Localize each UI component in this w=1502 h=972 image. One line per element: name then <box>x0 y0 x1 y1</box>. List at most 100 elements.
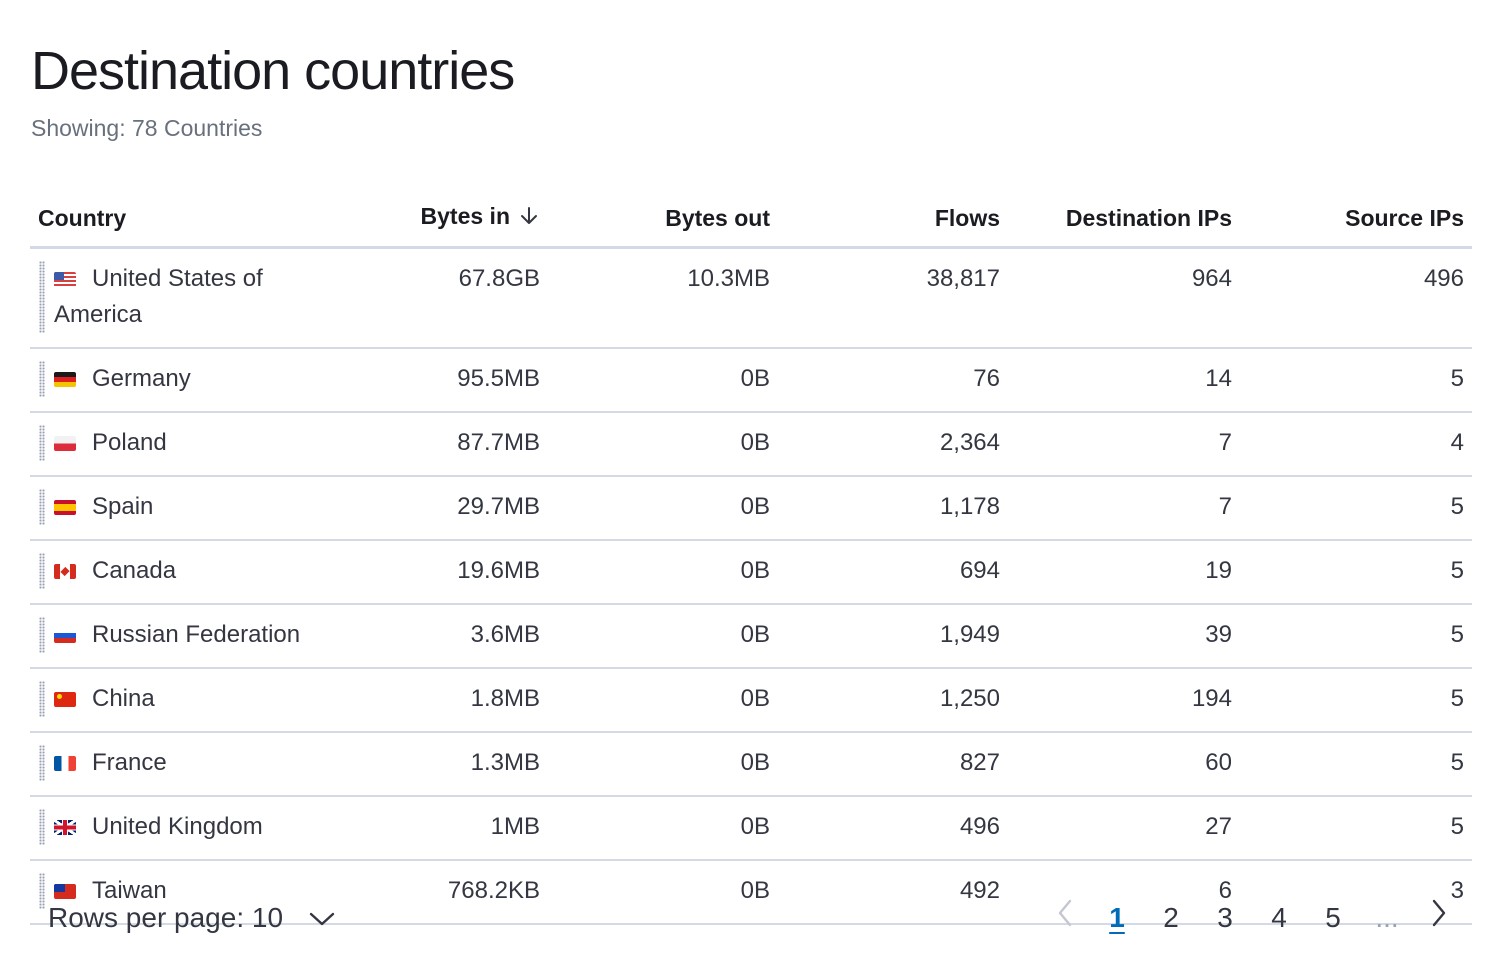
column-header-label: Bytes in <box>420 203 510 229</box>
next-page-button[interactable] <box>1414 898 1464 938</box>
drag-handle-icon[interactable] <box>39 489 45 525</box>
drag-handle-icon[interactable] <box>39 873 45 909</box>
country-link[interactable]: Spain <box>92 493 154 520</box>
sort-descending-icon <box>518 205 540 233</box>
bytes-out-cell: 0B <box>548 796 778 861</box>
rows-per-page-label: Rows per page: 10 <box>48 902 284 933</box>
country-link[interactable]: Poland <box>92 429 167 456</box>
bytes-in-cell: 1.3MB <box>310 732 548 797</box>
drag-handle-icon[interactable] <box>39 361 45 397</box>
table-row: Russian Federation 3.6MB 0B 1,949 39 5 <box>30 604 1472 669</box>
page-button-4[interactable]: 4 <box>1271 902 1287 933</box>
column-header-flows[interactable]: Flows <box>778 190 1008 249</box>
fr-flag-icon <box>54 756 76 771</box>
country-cell: Canada <box>30 540 310 605</box>
flows-cell: 1,250 <box>778 668 1008 733</box>
chevron-right-icon <box>1431 898 1447 938</box>
bytes-in-cell: 29.7MB <box>310 476 548 541</box>
source-ips-cell: 5 <box>1240 668 1472 733</box>
es-flag-icon <box>54 500 76 515</box>
table-row: United States of America 67.8GB 10.3MB 3… <box>30 247 1472 349</box>
page-title: Destination countries <box>31 41 515 101</box>
bytes-in-cell: 1.8MB <box>310 668 548 733</box>
flows-cell: 38,817 <box>778 247 1008 349</box>
bytes-in-cell: 19.6MB <box>310 540 548 605</box>
column-header-destination-ips[interactable]: Destination IPs <box>1008 190 1240 249</box>
drag-handle-icon[interactable] <box>39 425 45 461</box>
column-header-country[interactable]: Country <box>30 190 310 249</box>
us-flag-icon <box>54 272 76 287</box>
page-button-1[interactable]: 1 <box>1109 902 1125 933</box>
column-header-bytes-out[interactable]: Bytes out <box>548 190 778 249</box>
bytes-out-cell: 0B <box>548 540 778 605</box>
flows-cell: 1,178 <box>778 476 1008 541</box>
cn-flag-icon <box>54 692 76 707</box>
bytes-out-cell: 0B <box>548 604 778 669</box>
chevron-down-icon <box>309 898 335 938</box>
country-link[interactable]: France <box>92 749 167 776</box>
country-cell: United States of America <box>30 247 310 349</box>
bytes-out-cell: 0B <box>548 476 778 541</box>
column-header-bytes-in[interactable]: Bytes in <box>310 190 548 249</box>
country-link[interactable]: Canada <box>92 557 177 584</box>
country-link[interactable]: Germany <box>92 365 191 392</box>
bytes-out-cell: 0B <box>548 860 778 925</box>
source-ips-cell: 5 <box>1240 476 1472 541</box>
rows-per-page-selector[interactable]: Rows per page: 10 <box>48 898 335 938</box>
destination-ips-cell: 19 <box>1008 540 1240 605</box>
previous-page-button[interactable] <box>1040 898 1090 938</box>
country-link[interactable]: United States of America <box>54 265 263 328</box>
drag-handle-icon[interactable] <box>39 681 45 717</box>
destination-ips-cell: 60 <box>1008 732 1240 797</box>
source-ips-cell: 5 <box>1240 540 1472 605</box>
page-button-3[interactable]: 3 <box>1217 902 1233 933</box>
country-cell: United Kingdom <box>30 796 310 861</box>
flows-cell: 2,364 <box>778 412 1008 477</box>
drag-handle-icon[interactable] <box>39 261 45 333</box>
drag-handle-icon[interactable] <box>39 617 45 653</box>
destination-ips-cell: 964 <box>1008 247 1240 349</box>
flows-cell: 496 <box>778 796 1008 861</box>
country-link[interactable]: United Kingdom <box>92 813 263 840</box>
bytes-in-cell: 3.6MB <box>310 604 548 669</box>
country-cell: Spain <box>30 476 310 541</box>
pagination: 1 2 3 4 5 ... <box>1040 898 1464 938</box>
bytes-out-cell: 10.3MB <box>548 247 778 349</box>
drag-handle-icon[interactable] <box>39 553 45 589</box>
source-ips-cell: 5 <box>1240 796 1472 861</box>
drag-handle-icon[interactable] <box>39 809 45 845</box>
bytes-in-cell: 87.7MB <box>310 412 548 477</box>
country-link[interactable]: China <box>92 685 155 712</box>
destination-ips-cell: 14 <box>1008 348 1240 413</box>
countries-table: Country Bytes in Bytes out Flows Destina… <box>30 190 1472 925</box>
source-ips-cell: 5 <box>1240 348 1472 413</box>
showing-count: Showing: 78 Countries <box>31 115 263 141</box>
page-button-5[interactable]: 5 <box>1325 902 1341 933</box>
column-header-label: Destination IPs <box>1065 204 1232 231</box>
ca-flag-icon <box>54 564 76 579</box>
bytes-out-cell: 0B <box>548 412 778 477</box>
column-header-label: Source IPs <box>1345 204 1464 231</box>
country-link[interactable]: Russian Federation <box>92 621 301 648</box>
de-flag-icon <box>54 372 76 387</box>
column-header-source-ips[interactable]: Source IPs <box>1240 190 1472 249</box>
table-row: United Kingdom 1MB 0B 496 27 5 <box>30 796 1472 861</box>
source-ips-cell: 5 <box>1240 732 1472 797</box>
country-link[interactable]: Taiwan <box>92 877 167 904</box>
pagination-ellipsis: ... <box>1375 902 1399 933</box>
page-button-2[interactable]: 2 <box>1163 902 1179 933</box>
bytes-out-cell: 0B <box>548 348 778 413</box>
table-row: Poland 87.7MB 0B 2,364 7 4 <box>30 412 1472 477</box>
bytes-in-cell: 95.5MB <box>310 348 548 413</box>
flows-cell: 827 <box>778 732 1008 797</box>
destination-ips-cell: 194 <box>1008 668 1240 733</box>
source-ips-cell: 5 <box>1240 604 1472 669</box>
bytes-out-cell: 0B <box>548 732 778 797</box>
ru-flag-icon <box>54 628 76 643</box>
destination-ips-cell: 27 <box>1008 796 1240 861</box>
chevron-left-icon <box>1057 898 1073 938</box>
drag-handle-icon[interactable] <box>39 745 45 781</box>
table-header-row: Country Bytes in Bytes out Flows Destina… <box>30 190 1472 249</box>
bytes-in-cell: 67.8GB <box>310 247 548 349</box>
pl-flag-icon <box>54 436 76 451</box>
